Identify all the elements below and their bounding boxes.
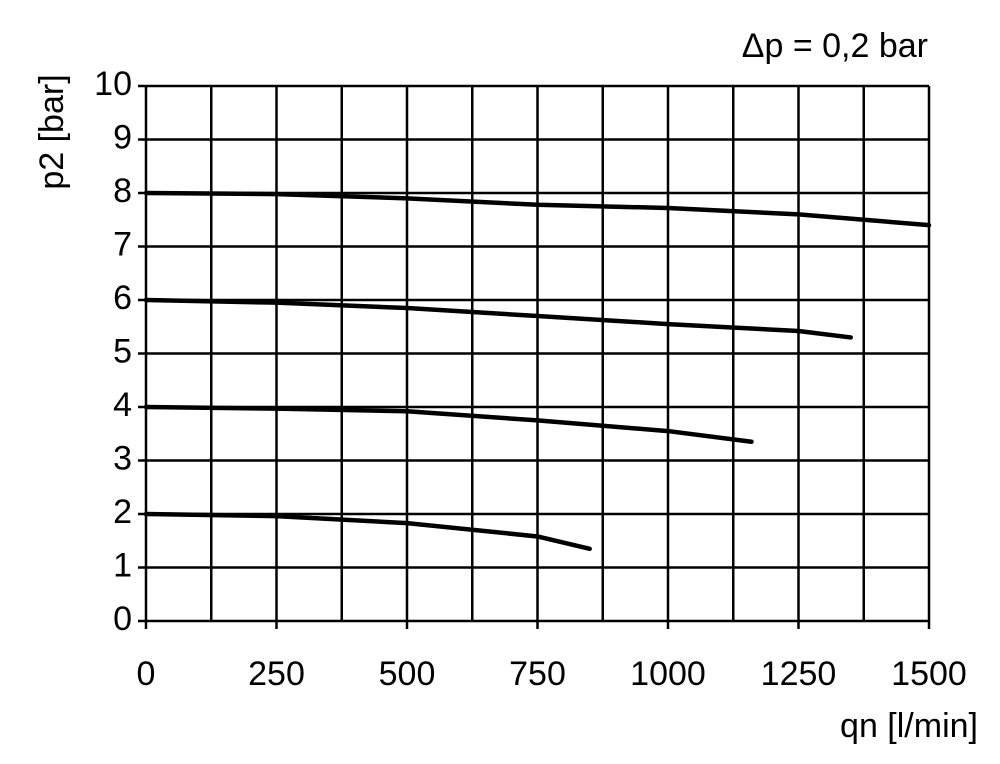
data-line <box>143 404 754 445</box>
y-tick-label: 6 <box>113 279 132 317</box>
y-tick-label: 8 <box>113 172 132 210</box>
y-tick-label: 10 <box>94 65 132 103</box>
x-tick-label: 1250 <box>761 655 837 693</box>
x-tick-label: 750 <box>509 655 566 693</box>
x-tick-label: 500 <box>379 655 436 693</box>
y-tick-label: 3 <box>113 439 132 477</box>
y-tick-label: 9 <box>113 118 132 156</box>
y-axis-label: p2 [bar] <box>33 74 71 189</box>
y-tick-label: 7 <box>113 225 132 263</box>
data-line <box>143 297 853 340</box>
y-tick-label: 2 <box>113 493 132 531</box>
x-tick-label: 1500 <box>891 655 967 693</box>
x-axis-label: qn [l/min] <box>840 707 978 745</box>
chart-title: Δp = 0,2 bar <box>742 27 928 65</box>
x-tick-label: 1000 <box>630 655 706 693</box>
y-tick-label: 0 <box>113 600 132 638</box>
data-line <box>143 190 932 228</box>
x-tick-label: 250 <box>248 655 305 693</box>
y-tick-label: 5 <box>113 332 132 370</box>
y-tick-label: 1 <box>113 546 132 584</box>
data-line <box>143 511 592 552</box>
y-tick-label: 4 <box>113 386 132 424</box>
x-tick-label: 0 <box>137 655 156 693</box>
